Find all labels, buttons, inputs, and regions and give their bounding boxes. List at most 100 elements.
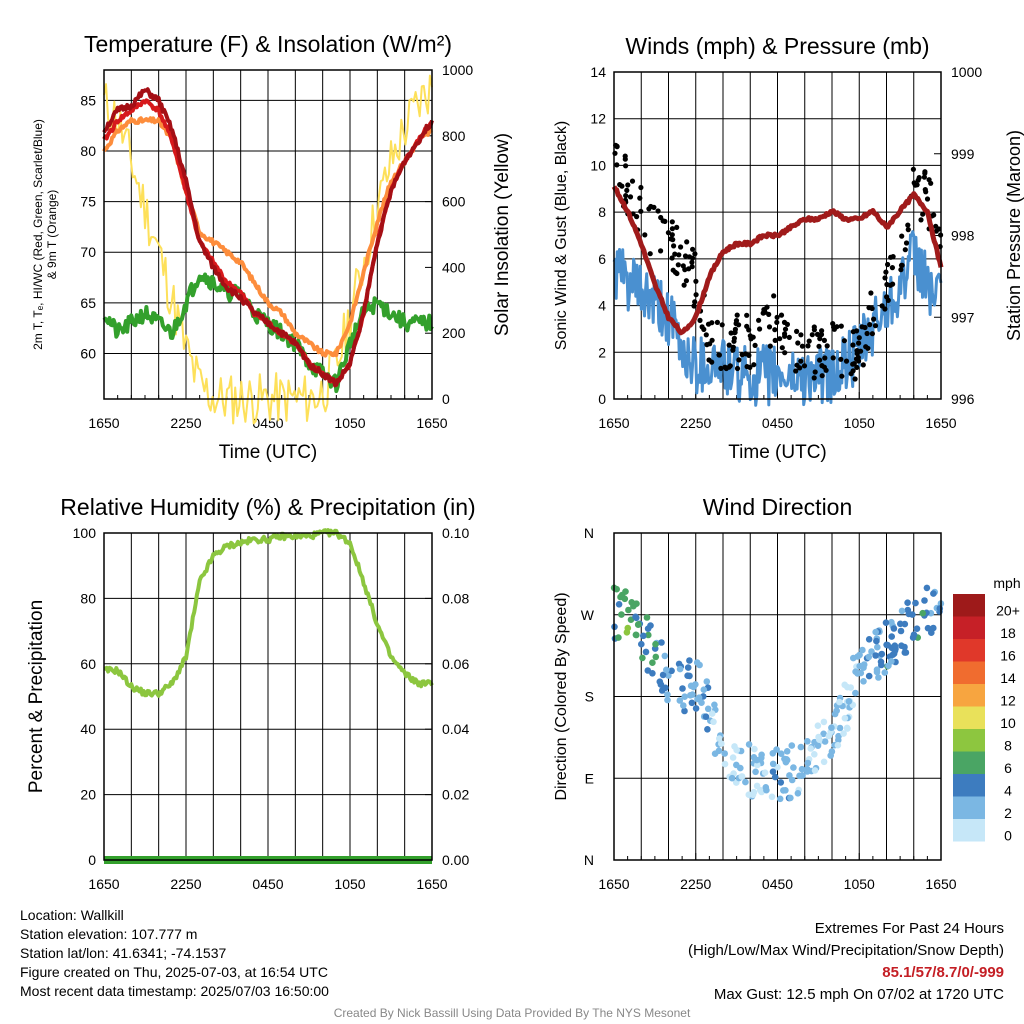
direction-point: [733, 746, 740, 754]
gust-point: [854, 364, 860, 370]
gust-point: [821, 337, 828, 343]
direction-point: [710, 718, 717, 726]
gust-point: [619, 183, 625, 189]
direction-point: [681, 707, 688, 715]
direction-point: [668, 667, 675, 675]
direction-point: [905, 610, 913, 618]
direction-point: [782, 758, 790, 766]
direction-point: [638, 640, 645, 648]
direction-point: [704, 705, 712, 713]
gust-point: [854, 348, 860, 354]
direction-point: [910, 631, 918, 638]
colorbar-label: 20+: [996, 602, 1020, 618]
x-tick-label: 1050: [334, 415, 365, 431]
direction-point: [640, 632, 647, 640]
gust-point: [746, 327, 752, 333]
y-tick-label: 80: [80, 590, 96, 606]
latlon-text: Station lat/lon: 41.6341; -74.1537: [20, 945, 227, 961]
direction-point: [788, 742, 796, 749]
direction-point: [859, 646, 866, 654]
elevation-text: Station elevation: 107.777 m: [20, 926, 198, 942]
y-tick-label: 8: [598, 204, 606, 220]
direction-point: [662, 684, 669, 692]
gust-point: [691, 303, 697, 309]
gust-point: [646, 206, 652, 212]
gust-point: [922, 170, 928, 176]
direction-point: [676, 665, 684, 673]
gust-point: [757, 326, 763, 332]
colorbar-swatch: [953, 594, 985, 617]
gust-point: [684, 239, 690, 245]
y-tick-label: 12: [590, 111, 606, 127]
gust-point: [689, 259, 695, 265]
direction-point: [686, 657, 693, 664]
gust-point: [933, 223, 939, 229]
gust-point: [882, 306, 888, 312]
gust-point: [727, 363, 733, 369]
direction-point: [890, 625, 898, 632]
direction-point: [794, 790, 802, 797]
direction-point: [728, 774, 736, 782]
gust-point: [850, 342, 856, 348]
direction-point: [820, 718, 828, 726]
direction-point: [780, 787, 787, 794]
gust-point: [838, 356, 844, 362]
gust-point: [614, 162, 620, 168]
gust-point: [928, 180, 934, 186]
direction-point: [865, 672, 873, 680]
gust-point: [899, 233, 905, 239]
gust-point: [668, 236, 674, 242]
direction-point: [624, 624, 632, 632]
y2-tick-label: 998: [951, 228, 975, 244]
direction-point: [891, 642, 899, 649]
gust-point: [651, 204, 657, 210]
gust-point: [658, 214, 664, 221]
direction-point: [820, 758, 828, 766]
direction-point: [643, 614, 651, 621]
direction-point: [703, 678, 711, 685]
colorbar-label: 2: [1004, 805, 1012, 821]
direction-point: [771, 773, 779, 781]
y2-tick-label: 0.02: [442, 787, 469, 803]
direction-point: [874, 643, 881, 651]
direction-point: [718, 740, 725, 747]
y-tick-label: W: [581, 607, 595, 623]
direction-point: [617, 593, 624, 601]
colorbar-label: 6: [1004, 760, 1012, 776]
colorbar-swatch: [953, 774, 985, 797]
gust-point: [799, 343, 806, 349]
gust-point: [678, 244, 684, 250]
gust-point: [860, 362, 866, 368]
gust-point: [888, 254, 894, 260]
colorbar-label: 12: [1000, 692, 1016, 708]
gust-point: [819, 373, 825, 379]
x-tick-label: 1650: [598, 415, 629, 431]
extremes-legend: (High/Low/Max Wind/Precipitation/Snow De…: [688, 942, 1004, 959]
colorbar-swatch: [953, 796, 985, 819]
direction-point: [693, 659, 701, 666]
x-tick-label: 2250: [170, 876, 201, 892]
y-axis-label: Percent & Precipitation: [26, 600, 47, 793]
direction-point: [807, 745, 814, 752]
direction-point: [833, 707, 840, 714]
extremes-block: Extremes For Past 24 Hours (High/Low/Max…: [688, 918, 1004, 1006]
gust-point: [612, 150, 618, 156]
direction-point: [700, 686, 708, 693]
gust-point: [680, 263, 686, 269]
gust-point: [690, 246, 696, 252]
gust-point: [843, 358, 850, 364]
location-text: Location: Wallkill: [20, 907, 124, 923]
gust-point: [723, 365, 729, 372]
gust-point: [921, 174, 928, 180]
direction-point: [649, 659, 656, 666]
y2-tick-label: 0.00: [442, 852, 469, 868]
gust-point: [719, 322, 725, 328]
gust-point: [830, 355, 836, 361]
speed-colorbar: mph 20+ 18 16 14 12 10 8 6 4 2 0: [953, 575, 1021, 843]
gust-point: [714, 319, 721, 325]
colorbar-title: mph: [993, 575, 1020, 591]
x-tick-label: 1650: [88, 415, 119, 431]
gust-point: [824, 343, 830, 349]
gust-point: [739, 352, 745, 358]
gust-point: [751, 362, 757, 368]
